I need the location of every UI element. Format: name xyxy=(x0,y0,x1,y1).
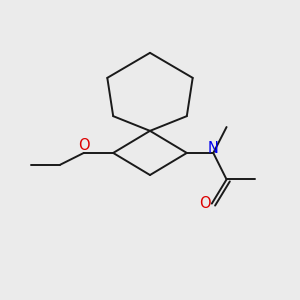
Text: N: N xyxy=(208,141,219,156)
Text: O: O xyxy=(78,138,90,153)
Text: O: O xyxy=(199,196,210,211)
